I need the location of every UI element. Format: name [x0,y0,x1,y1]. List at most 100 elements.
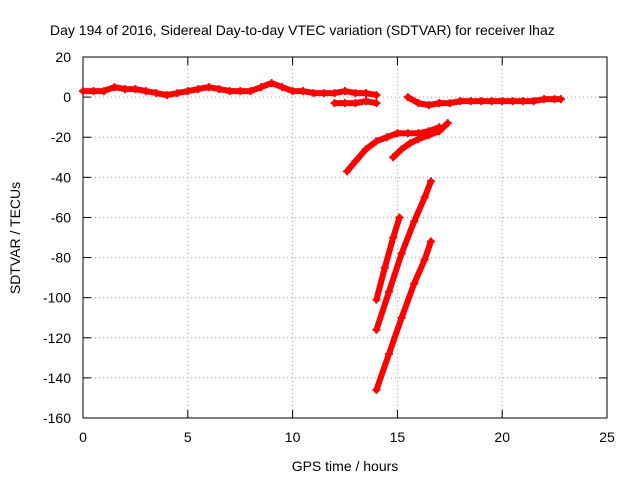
data-point [141,87,150,96]
data-point [426,177,435,186]
data-point [288,87,297,96]
data-point [414,99,423,108]
data-point [257,83,266,92]
data-point [372,325,381,334]
data-point [330,89,339,98]
data-point [529,97,538,106]
data-point [435,127,444,136]
y-tick-label: 0 [63,89,71,105]
series-8 [372,237,435,394]
data-point [162,91,171,100]
data-point [372,137,381,146]
y-axis: -160 -140 -120 -100 -80 -60 -40 -20 0 20 [43,49,607,426]
data-point [372,99,381,108]
data-point [435,99,444,108]
data-point [79,87,87,96]
data-point [424,131,433,140]
data-point [385,287,394,296]
data-point [351,99,360,108]
y-tick-label: -60 [51,209,71,225]
data-point [215,85,224,94]
y-tick-label: -120 [43,330,71,346]
series-line [404,94,443,109]
data-point [267,79,276,88]
y-tick-label: -80 [51,250,71,266]
data-point [397,249,406,258]
series-7 [372,177,435,334]
data-point [361,97,370,106]
data-point [246,87,255,96]
data-point [426,237,435,246]
data-point [397,145,406,154]
data-point [194,85,203,94]
data-point [341,87,349,96]
data-point [330,99,339,108]
data-point [341,99,349,108]
data-point [477,97,486,106]
x-tick-label: 25 [599,429,615,445]
y-tick-label: 20 [55,49,71,65]
series-line [373,178,434,333]
x-axis: 0 5 10 15 20 25 [79,57,615,445]
series-line [373,214,403,303]
y-tick-label: -160 [43,410,71,426]
data-point [372,295,381,304]
y-tick-label: -140 [43,370,71,386]
data-point [372,91,381,100]
data-point [110,83,119,92]
x-tick-label: 20 [494,429,510,445]
y-axis-label: SDTVAR / TECUs [7,182,23,294]
data-point [361,145,370,154]
data-point [420,255,429,264]
data-point [225,87,234,96]
data-point [351,89,360,98]
data-point [204,83,213,92]
series-0 [79,79,381,100]
data-point [343,167,352,176]
data-point [89,87,98,96]
data-point [414,135,423,144]
y-tick-label: -40 [51,169,71,185]
data-point [299,87,308,96]
series-5 [389,119,452,162]
data-point [385,349,394,358]
series-3 [435,95,565,108]
data-point [382,133,391,142]
x-tick-label: 0 [79,429,87,445]
data-point [152,89,161,98]
data-point [99,87,108,96]
x-tick-label: 15 [390,429,406,445]
data-point [351,157,360,166]
data-point [410,279,419,288]
x-axis-label: GPS time / hours [292,458,399,474]
series-4 [343,123,444,176]
x-tick-label: 10 [285,429,301,445]
data-point [420,193,429,202]
y-tick-label: -20 [51,129,71,145]
data-point [183,87,192,96]
series-line [373,238,434,393]
data-point [519,97,528,106]
data-point [389,153,398,162]
data-point [403,129,412,138]
data-point [397,313,406,322]
series-line [344,124,443,175]
data-point [540,95,549,104]
data-point [389,233,398,242]
data-point [236,87,245,96]
data-point [487,97,496,106]
data-point [320,89,329,98]
series-6 [372,213,404,304]
data-point [380,263,389,272]
x-tick-label: 5 [184,429,192,445]
data-point [466,97,475,106]
data-point [173,89,182,98]
grid [83,57,607,418]
data-point [120,85,129,94]
data-point [372,385,381,394]
data-point [309,89,318,98]
data-point [445,99,454,108]
series-1 [330,97,381,108]
data-point [556,95,565,104]
